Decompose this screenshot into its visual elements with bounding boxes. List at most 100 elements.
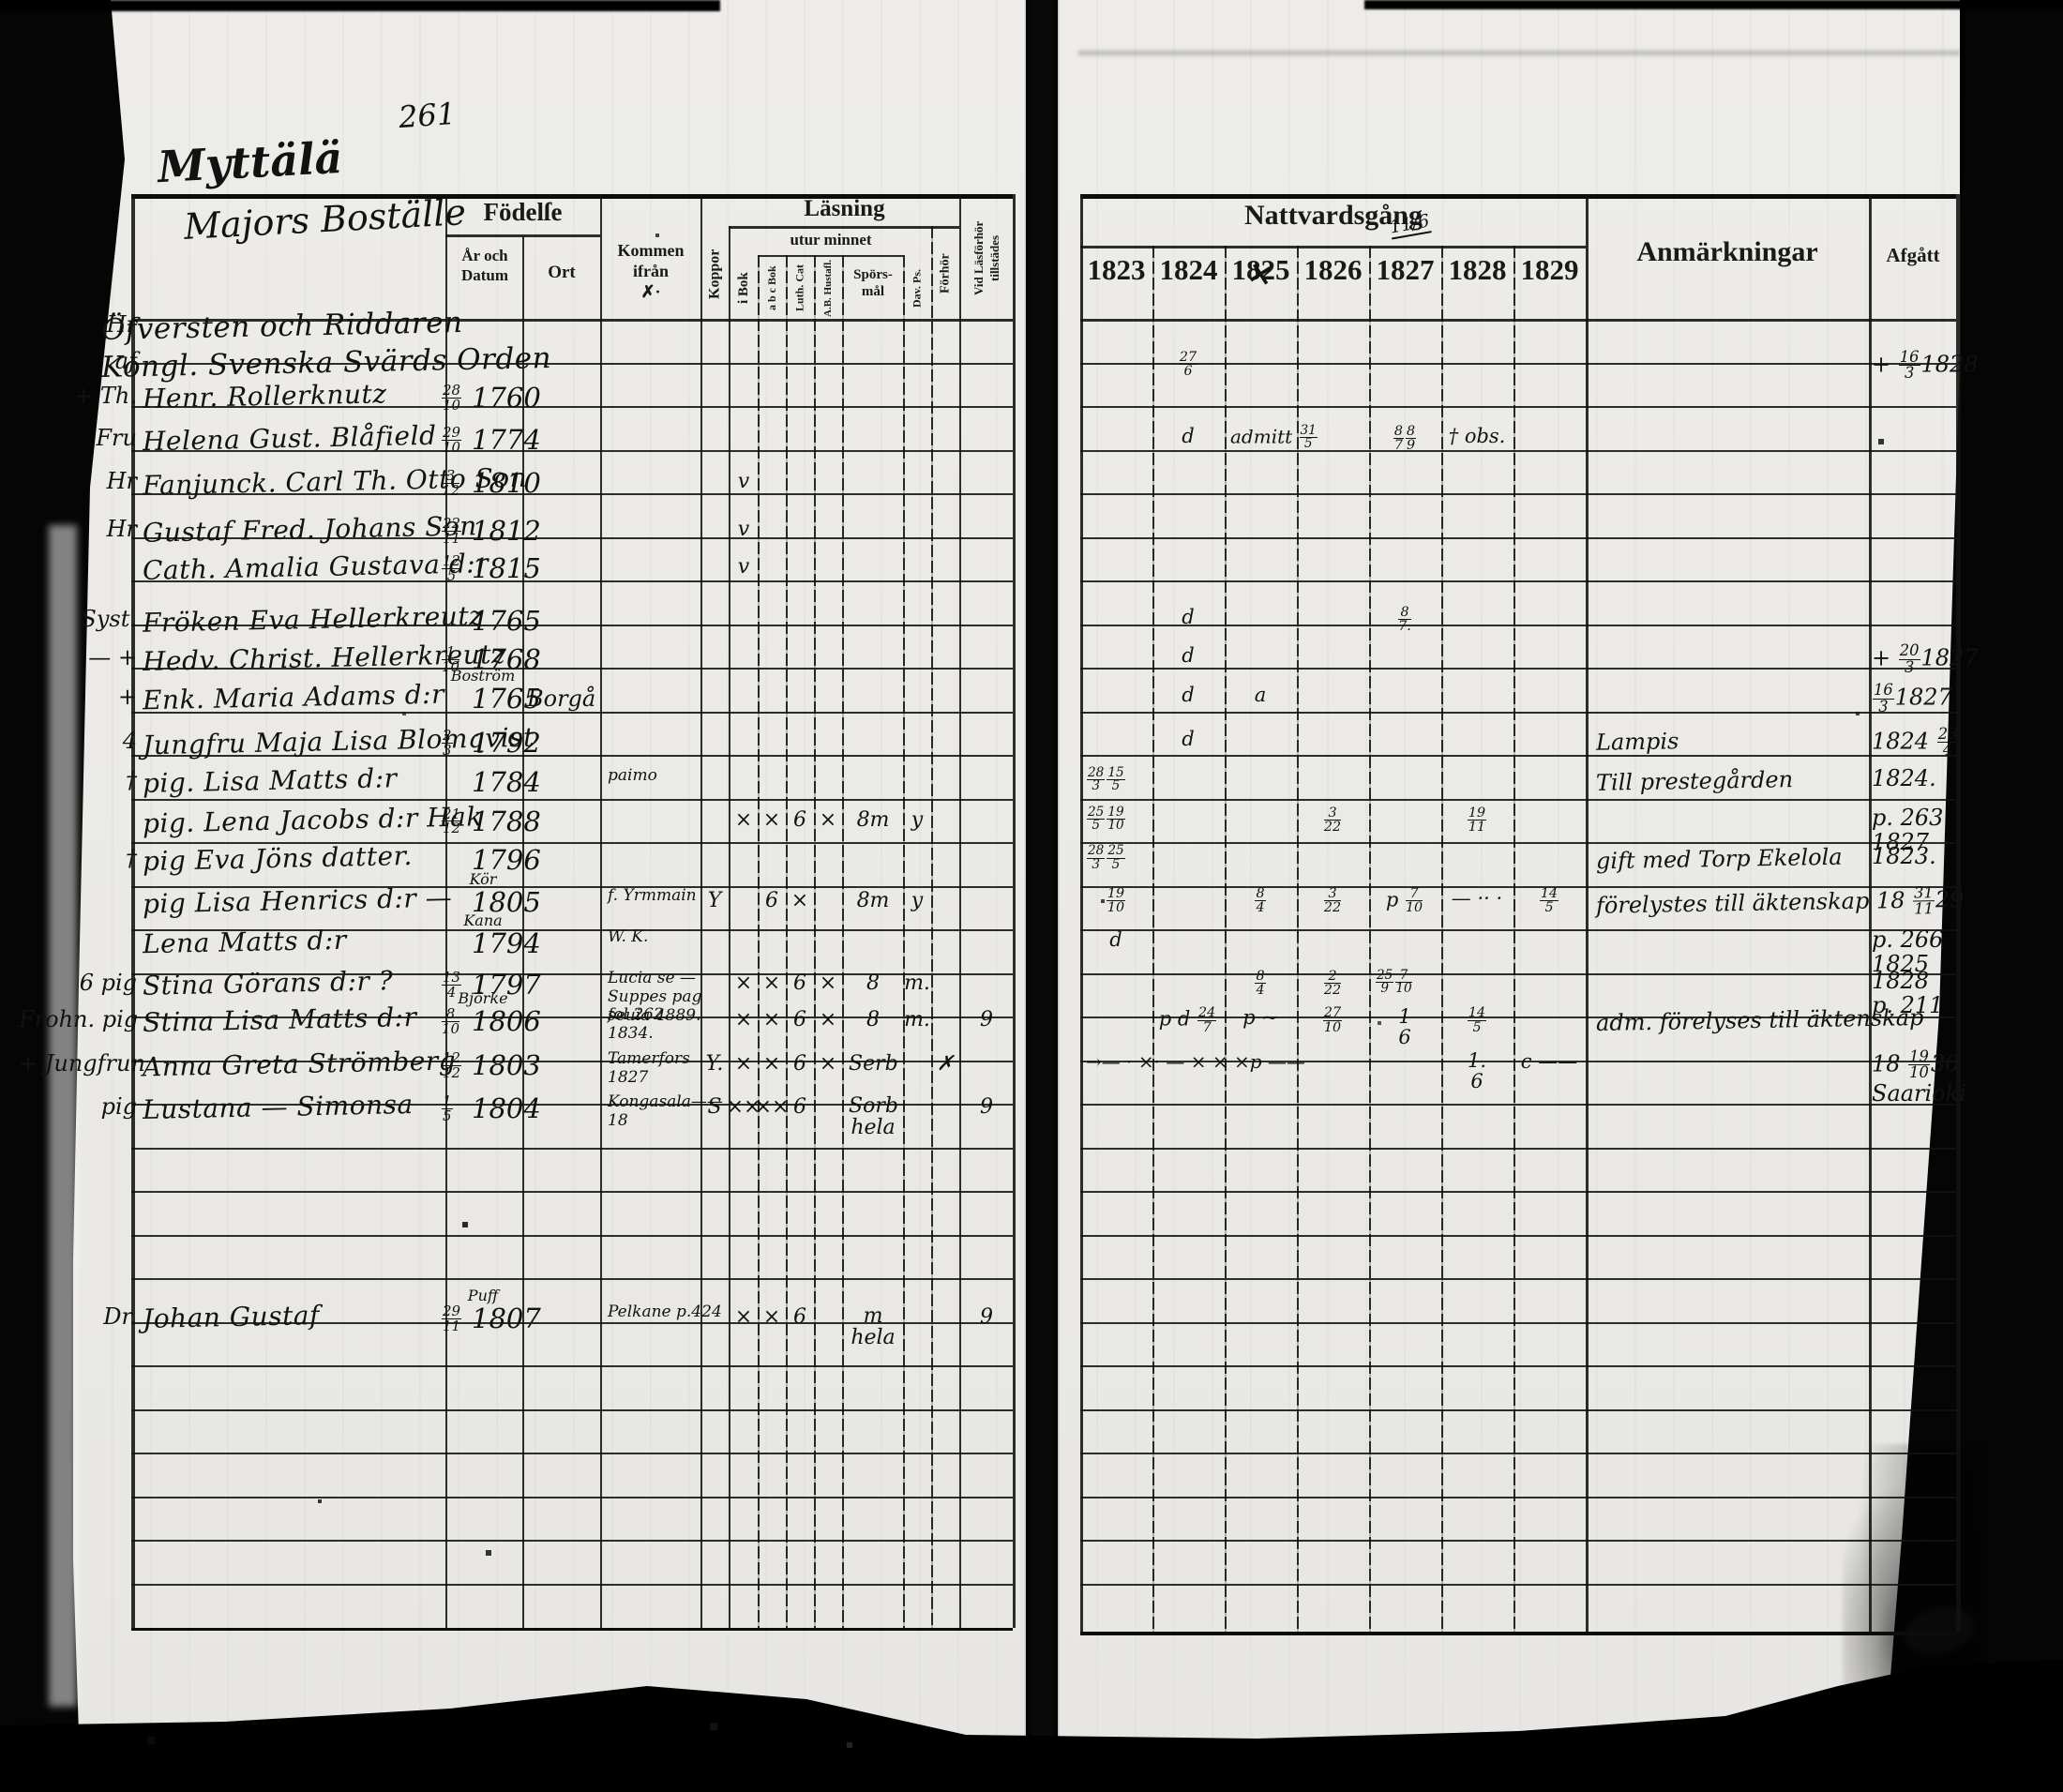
record-margin-mark: Hr bbox=[106, 310, 137, 338]
record-margin-mark: + Jungfrun bbox=[19, 1049, 145, 1077]
reading-mark: m. bbox=[904, 971, 930, 995]
table-rule-h bbox=[131, 1496, 1013, 1498]
reading-mark: ×× bbox=[754, 1095, 790, 1120]
table-rule-h bbox=[1080, 755, 1956, 757]
reading-mark: ×× bbox=[726, 1095, 761, 1120]
record-margin-mark: Dr. bbox=[103, 1303, 137, 1330]
table-rule-v bbox=[758, 255, 760, 1628]
table-rule-h bbox=[1080, 1278, 1956, 1280]
reading-mark: 9 bbox=[980, 1095, 993, 1120]
birth-year: 1796 bbox=[472, 844, 541, 877]
table-rule-h bbox=[1080, 194, 1956, 199]
record-margin-mark: Fru bbox=[96, 424, 137, 451]
reading-mark: × bbox=[762, 807, 781, 832]
communion-mark: d bbox=[1182, 684, 1195, 707]
communion-mark: 3 22 bbox=[1323, 885, 1342, 915]
year-1827: 1827 bbox=[1376, 253, 1435, 286]
table-rule-h bbox=[1080, 1408, 1956, 1411]
table-rule-h bbox=[131, 406, 1013, 408]
reading-mark: 8 bbox=[866, 971, 880, 995]
reading-mark: × bbox=[734, 1008, 753, 1032]
birth-year: 1765 bbox=[472, 683, 541, 715]
col-utur-minnet: utur minnet bbox=[790, 231, 872, 248]
table-rule-h bbox=[1080, 406, 1956, 408]
communion-mark: 8 7. bbox=[1398, 604, 1411, 634]
table-rule-h bbox=[445, 234, 600, 237]
reading-mark: Y. bbox=[705, 1051, 724, 1076]
birth-date: 21 12 bbox=[442, 805, 462, 837]
right-page bbox=[1058, 0, 1960, 1792]
table-rule-v bbox=[1013, 194, 1016, 1628]
table-rule-h bbox=[131, 1278, 1013, 1280]
col-koppor: Koppor bbox=[706, 248, 723, 299]
birth-year: 1805 bbox=[472, 885, 541, 918]
remark-note: gift med Torp Ekelola bbox=[1595, 844, 1843, 875]
table-rule-v bbox=[1080, 194, 1083, 1632]
reading-mark: × bbox=[819, 807, 837, 832]
table-rule-v bbox=[729, 226, 730, 1628]
reading-mark: 6 bbox=[765, 888, 778, 912]
reading-mark: y bbox=[911, 807, 924, 832]
reading-mark: 6 bbox=[793, 1008, 806, 1032]
year-1823: 1823 bbox=[1087, 253, 1146, 286]
reading-mark: v bbox=[737, 518, 750, 542]
departed-note: + 20 3 1827 bbox=[1872, 641, 1979, 676]
birth-year: 1810 bbox=[472, 467, 541, 500]
left-page bbox=[73, 0, 1026, 1792]
table-rule-h bbox=[1080, 929, 1956, 931]
arrived-from-note: Kongasala—— 18 bbox=[608, 1092, 723, 1131]
record-name-annotation: Boström bbox=[450, 667, 516, 685]
table-rule-h bbox=[1080, 842, 1956, 844]
reading-mark: × bbox=[762, 1051, 781, 1076]
communion-mark: 1. 6 bbox=[1467, 1048, 1487, 1092]
table-rule-h bbox=[131, 1365, 1013, 1367]
communion-mark: 25 9 7 10 bbox=[1376, 967, 1412, 997]
reading-mark: 6 bbox=[793, 1051, 806, 1076]
reading-mark: × bbox=[762, 971, 781, 995]
table-rule-h bbox=[1080, 246, 1586, 248]
reading-mark: × bbox=[819, 1051, 837, 1076]
table-rule-h bbox=[131, 885, 1013, 888]
birth-year: 1768 bbox=[472, 643, 541, 676]
communion-mark: →— · ×· — × × ×p —— bbox=[1086, 1049, 1305, 1073]
reading-mark: × bbox=[762, 1008, 781, 1032]
page-number: 261 bbox=[397, 95, 458, 136]
communion-mark: 14 5 bbox=[1467, 1005, 1487, 1035]
communion-mark: 14 5 bbox=[1539, 885, 1559, 915]
reading-mark: 9 bbox=[980, 1008, 993, 1032]
col-lasning: Läsning bbox=[804, 196, 885, 221]
communion-mark: d bbox=[1182, 727, 1195, 750]
table-rule-v bbox=[522, 236, 524, 1628]
col-luth-cat: Luth. Cat bbox=[792, 264, 806, 312]
birth-year: 1794 bbox=[472, 926, 541, 959]
communion-mark: 19 11 bbox=[1467, 805, 1487, 835]
record-name: Johan Gustaf bbox=[142, 1299, 321, 1334]
table-rule-h bbox=[1080, 1583, 1956, 1586]
record-name-annotation: Kana bbox=[463, 911, 503, 929]
communion-mark: 28 3 25 5 bbox=[1087, 843, 1125, 872]
birth-date: 29 11 bbox=[442, 1302, 462, 1334]
table-rule-h bbox=[131, 972, 1013, 975]
table-rule-v bbox=[445, 194, 447, 1628]
table-rule-h bbox=[1080, 1191, 1956, 1193]
record-name: Stina Görans d:r ? bbox=[142, 965, 394, 1001]
table-rule-v bbox=[1586, 194, 1589, 1632]
table-rule-v bbox=[1441, 246, 1443, 1632]
communion-mark: 27 10 bbox=[1322, 1005, 1343, 1035]
table-rule-v bbox=[959, 194, 961, 1628]
table-rule-h bbox=[1080, 493, 1956, 495]
communion-mark: a bbox=[1254, 684, 1267, 707]
year-1824: 1824 bbox=[1159, 253, 1218, 286]
table-rule-v bbox=[1152, 246, 1154, 1632]
communion-mark: — ·· · bbox=[1451, 886, 1503, 910]
birth-date: 29 10 bbox=[442, 423, 462, 456]
birth-year: 1803 bbox=[472, 1048, 541, 1081]
birth-date: 28 10 bbox=[442, 382, 462, 414]
reading-mark: × bbox=[762, 1304, 781, 1329]
table-rule-h bbox=[131, 1408, 1013, 1411]
reading-mark: × bbox=[734, 971, 753, 995]
table-rule-h bbox=[1080, 885, 1956, 888]
